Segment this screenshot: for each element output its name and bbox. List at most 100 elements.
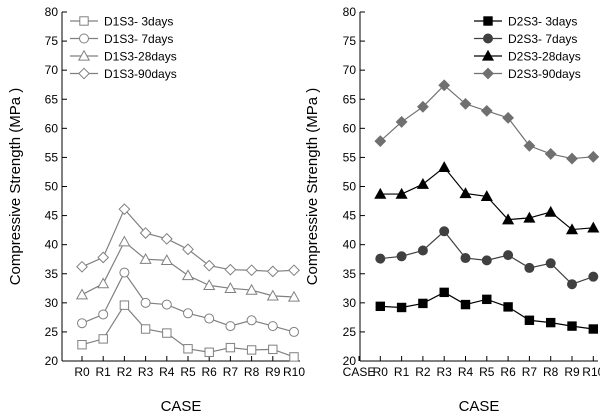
x-tick-label: R6 <box>500 365 516 379</box>
data-point <box>289 352 299 362</box>
legend-marker <box>482 67 494 80</box>
data-point <box>203 259 216 272</box>
data-point <box>481 255 492 266</box>
data-point <box>97 277 110 289</box>
data-point <box>139 252 152 264</box>
data-point <box>267 321 278 332</box>
legend: D1S3- 3days D1S3- 7days D1S3-28days D1S3-90… <box>70 15 177 81</box>
y-tick-label: 50 <box>45 180 59 194</box>
y-tick-label: 45 <box>45 209 59 223</box>
data-point <box>245 264 258 277</box>
data-point <box>161 299 172 310</box>
legend-entry: D1S3-90days <box>104 67 177 81</box>
legend-entry: D1S3- 7days <box>104 32 173 46</box>
x-tick-label: R5 <box>479 365 495 379</box>
y-tick-label: 75 <box>45 34 59 48</box>
data-point <box>503 250 514 261</box>
x-tick-label: R3 <box>437 365 453 379</box>
data-point <box>416 100 429 113</box>
data-point <box>417 245 428 256</box>
series-d2s3-28days <box>374 161 600 235</box>
data-point <box>480 104 493 117</box>
series-d1s3-3days <box>77 300 299 362</box>
data-point <box>75 288 89 300</box>
data-point <box>460 253 471 264</box>
data-point <box>482 294 492 305</box>
data-point <box>225 321 236 332</box>
legend: D2S3- 3days D2S3- 7days D2S3-28days D2S3-90… <box>474 15 581 81</box>
data-point <box>438 161 451 172</box>
data-point <box>418 298 428 309</box>
y-tick-label: 55 <box>45 150 59 164</box>
x-tick-label: CASE <box>343 365 376 379</box>
x-tick-label: R5 <box>180 365 196 379</box>
y-tick-label: 25 <box>45 325 59 339</box>
data-point <box>588 271 599 282</box>
legend-marker <box>78 67 90 80</box>
data-point <box>203 279 216 291</box>
data-point <box>374 187 387 199</box>
data-point <box>544 205 557 217</box>
data-point <box>395 187 408 199</box>
x-tick-label: R7 <box>522 365 538 379</box>
data-point <box>502 213 515 225</box>
data-point <box>439 226 450 237</box>
data-point <box>416 177 429 189</box>
y-tick-label: 20 <box>45 354 59 368</box>
legend-entry: D2S3-90days <box>508 67 581 81</box>
data-point <box>160 232 173 245</box>
y-tick-label: 35 <box>343 267 357 281</box>
x-tick-label: R3 <box>138 365 154 379</box>
x-axis-label: CASE <box>161 398 202 415</box>
data-point <box>224 282 237 293</box>
data-point <box>287 290 301 302</box>
y-tick-label: 45 <box>343 209 357 223</box>
data-point <box>459 97 472 110</box>
y-tick-label: 55 <box>343 150 357 164</box>
y-tick-label: 65 <box>45 92 59 106</box>
x-tick-label: R1 <box>394 365 410 379</box>
y-tick-label: 20 <box>343 354 357 368</box>
legend-marker <box>79 16 89 26</box>
x-tick-label: R0 <box>74 365 90 379</box>
data-point <box>288 264 300 277</box>
legend-entry: D2S3-28days <box>508 50 581 64</box>
x-tick-label: R9 <box>265 365 281 379</box>
y-tick-label: 75 <box>343 34 357 48</box>
series-d2s3-7days <box>375 226 599 290</box>
data-point <box>544 148 557 160</box>
data-point <box>160 254 173 266</box>
series-line <box>379 84 594 160</box>
y-tick-label: 80 <box>45 5 59 19</box>
x-tick-label: R0 <box>373 365 389 379</box>
data-point <box>224 263 237 276</box>
x-tick-label: R8 <box>543 365 559 379</box>
x-tick-label: R10 <box>283 365 305 379</box>
data-point <box>587 221 600 233</box>
data-point <box>266 289 279 301</box>
legend-marker <box>79 33 89 44</box>
data-point <box>395 116 408 128</box>
data-point <box>162 328 172 338</box>
x-tick-label: R9 <box>564 365 580 379</box>
data-point <box>480 190 493 202</box>
data-point <box>204 313 215 324</box>
x-axis-label: CASE <box>459 398 500 415</box>
data-point <box>246 345 257 355</box>
y-tick-label: 80 <box>343 5 357 19</box>
y-axis-label: Compressive Strength (MPa ) <box>304 88 321 286</box>
y-tick-label: 70 <box>343 63 357 77</box>
x-tick-label: R4 <box>458 365 474 379</box>
y-tick-label: 60 <box>343 121 357 135</box>
series-d2s3-3days <box>375 287 598 334</box>
data-point <box>97 251 110 264</box>
data-point <box>204 347 214 357</box>
data-point <box>375 301 386 312</box>
data-point <box>524 262 535 273</box>
data-point <box>523 139 536 152</box>
x-tick-label: R7 <box>223 365 239 379</box>
legend-marker <box>483 33 493 44</box>
data-point <box>567 279 577 290</box>
data-point <box>98 334 108 344</box>
data-point <box>459 187 472 199</box>
